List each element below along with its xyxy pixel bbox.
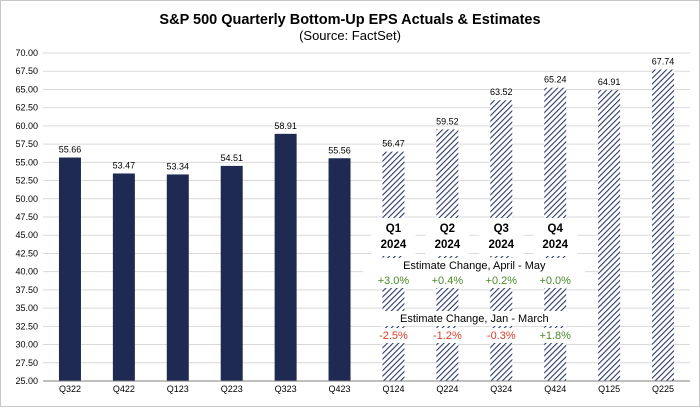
section-value: +1.8% [539,330,571,342]
chart-subtitle: (Source: FactSet) [299,28,401,43]
section-value-bg [533,328,578,343]
section-value-bg [425,328,470,343]
data-label-Q423: 55.56 [328,145,351,155]
section-value-bg [371,273,416,288]
y-tick-label: 32.50 [15,321,38,331]
section-value-bg [533,273,578,288]
x-tick-label-Q124: Q124 [382,384,404,394]
quarter-header-bg [371,218,416,256]
y-tick-label: 50.00 [15,194,38,204]
y-tick-label: 40.00 [15,267,38,277]
quarter-header-bg [533,218,578,256]
y-tick-label: 47.50 [15,212,38,222]
x-tick-label-Q223: Q223 [221,384,243,394]
x-tick-label-Q125: Q125 [598,384,620,394]
y-axis-ticks: 25.00 27.50 30.00 32.50 35.00 37.50 40.00 42.50… [15,48,38,386]
data-label-Q324: 63.52 [490,87,513,97]
quarter-header-line2: 2024 [435,239,461,251]
section-value: -2.5% [379,330,408,342]
bar-Q322 [58,157,81,381]
x-tick-label-Q424: Q424 [544,384,566,394]
quarter-header-bg [479,218,524,256]
quarter-header-line1: Q2 [440,223,455,235]
quarter-header-line1: Q1 [386,223,402,235]
section-value: +0.2% [486,275,518,287]
bar-Q125 [598,90,621,382]
bar-Q123 [166,174,189,381]
section-value: -0.3% [487,330,516,342]
data-labels: 55.66 53.47 53.34 54.51 58.91 55.56 56.47 59.52… [59,56,675,171]
section-value-bg [479,273,524,288]
y-tick-label: 37.50 [15,285,38,295]
bar-Q225 [652,69,675,381]
quarter-header-line2: 2024 [488,239,514,251]
quarter-header-line2: 2024 [381,239,407,251]
section-value: +0.0% [539,275,571,287]
x-tick-label-Q422: Q422 [113,384,135,394]
section-title: Estimate Change, April - May [403,260,546,272]
y-tick-label: 70.00 [15,48,38,58]
bar-Q423 [328,158,351,381]
section-value-bg [425,273,470,288]
quarter-header-line2: 2024 [542,239,568,251]
y-tick-label: 52.50 [15,176,38,186]
bar-Q323 [274,133,297,381]
data-label-Q323: 58.91 [274,121,297,131]
quarter-header-line1: Q4 [548,223,564,235]
section-value-bg [479,328,524,343]
x-tick-label-Q324: Q324 [490,384,512,394]
y-tick-label: 57.50 [15,139,38,149]
y-tick-label: 62.50 [15,103,38,113]
data-label-Q424: 65.24 [544,75,567,85]
section-value: +3.0% [378,275,410,287]
section-value-bg [371,328,416,343]
x-axis-ticks: Q322 Q422 Q123 Q223 Q323 Q423 Q124 Q224 Q324 Q424… [59,384,674,394]
bar-Q422 [112,173,135,381]
data-label-Q422: 53.47 [113,160,136,170]
section-title: Estimate Change, Jan - March [400,313,549,325]
x-tick-label-Q225: Q225 [652,384,674,394]
data-label-Q225: 67.74 [652,56,675,66]
section-title-bg [363,311,586,326]
quarter-header-line1: Q3 [494,223,509,235]
x-tick-label-Q224: Q224 [436,384,458,394]
chart-title: S&P 500 Quarterly Bottom-Up EPS Actuals … [159,12,540,28]
y-tick-label: 45.00 [15,230,38,240]
data-label-Q125: 64.91 [598,77,621,87]
y-tick-label: 30.00 [15,340,38,350]
y-tick-label: 35.00 [15,303,38,313]
y-tick-label: 25.00 [15,376,38,386]
estimate-annotations: Q1 2024 Q2 2024 Q3 2024 Q4 2024 Estimate Change,… [363,218,586,343]
section-value: -1.2% [433,330,462,342]
x-tick-label-Q423: Q423 [329,384,351,394]
data-label-Q123: 53.34 [167,161,190,171]
data-label-Q223: 54.51 [220,153,243,163]
data-label-Q124: 56.47 [382,139,405,149]
y-tick-label: 55.00 [15,157,38,167]
y-tick-label: 67.50 [15,66,38,76]
y-tick-label: 60.00 [15,121,38,131]
y-tick-label: 65.00 [15,84,38,94]
y-tick-label: 27.50 [15,358,38,368]
quarter-header-bg [425,218,470,256]
bar-Q223 [220,165,243,381]
x-tick-label-Q123: Q123 [167,384,189,394]
data-label-Q224: 59.52 [436,116,459,126]
x-tick-label-Q322: Q322 [59,384,81,394]
data-label-Q322: 55.66 [59,145,82,155]
y-tick-label: 42.50 [15,248,38,258]
x-tick-label-Q323: Q323 [275,384,297,394]
section-value: +0.4% [432,275,464,287]
section-title-bg [363,258,586,273]
